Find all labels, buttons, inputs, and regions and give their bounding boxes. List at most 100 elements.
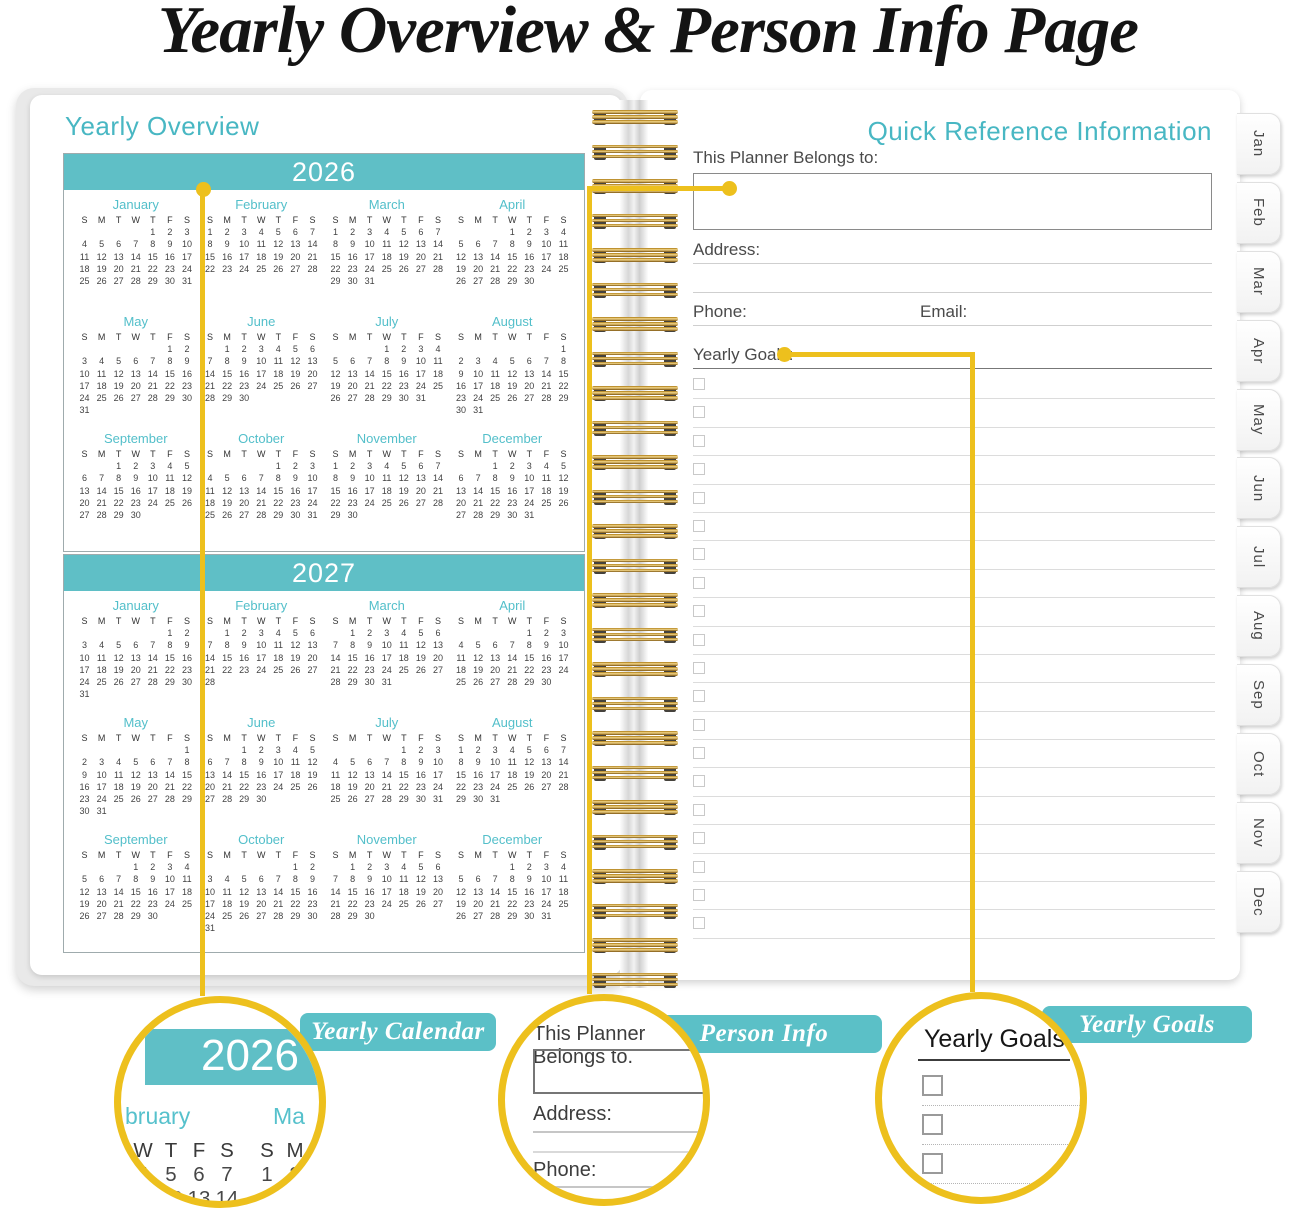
- goal-checkbox[interactable]: [693, 747, 705, 760]
- day-cell: 10: [490, 757, 501, 768]
- day-cell: 31: [415, 393, 426, 404]
- day-cell: 23: [524, 263, 535, 274]
- goal-checkbox[interactable]: [693, 775, 705, 788]
- tab-jul[interactable]: Jul: [1237, 526, 1281, 589]
- month-june-2026: June S M T W T F S 1 2 3 4 5 6 7 8 9 10 11 12 13 14 15 16 17 18 19…: [202, 311, 322, 428]
- goal-checkbox[interactable]: [693, 548, 705, 561]
- day-cell: 17: [541, 251, 552, 262]
- coil-wire: [592, 179, 678, 183]
- tab-oct[interactable]: Oct: [1237, 733, 1281, 796]
- day-header: M: [348, 850, 357, 860]
- goal-checkbox[interactable]: [693, 463, 705, 476]
- day-cell: 13: [347, 368, 358, 379]
- day-cell: 17: [381, 886, 392, 897]
- day-cell: 25: [164, 497, 175, 508]
- tab-dec[interactable]: Dec: [1237, 870, 1281, 933]
- month-grid: S M T W T F S 1 2 3 4 5 6 7 8 9 10 11 12 13 14 15 16 17 18 19 20 21…: [327, 214, 447, 287]
- goal-checkbox[interactable]: [693, 378, 705, 390]
- day-cell: 31: [473, 405, 484, 416]
- day-cell: 3: [435, 745, 441, 756]
- spiral-coil: [592, 903, 678, 920]
- goal-checkbox[interactable]: [693, 633, 705, 646]
- tab-may[interactable]: May: [1237, 388, 1281, 451]
- day-cell: 27: [147, 794, 158, 805]
- day-header: S: [560, 616, 567, 626]
- month-name: March: [368, 197, 405, 212]
- goal-checkbox[interactable]: [693, 406, 705, 419]
- month-grid: S M T W T F S 1 2 3 4 5 6 7 8 9 10 11 12 13 14 15 16 17 18 19 20 21…: [327, 732, 447, 805]
- day-cell: 19: [79, 898, 90, 909]
- day-cell: 10: [415, 356, 426, 367]
- coil-wire: [592, 524, 678, 528]
- zoom-cal-cell: S: [260, 1139, 274, 1162]
- tab-nov[interactable]: Nov: [1237, 801, 1281, 864]
- goal-checkbox[interactable]: [693, 434, 705, 447]
- month-july-2027: July S M T W T F S 1 2 3 4 5 6 7 8 9 10 11 12 13 14 15 16 17 18 19…: [327, 712, 447, 829]
- day-header: F: [292, 449, 299, 459]
- day-cell: 1: [184, 745, 190, 756]
- spiral-coil: [592, 869, 678, 885]
- day-cell: 6: [543, 745, 549, 756]
- day-cell: 27: [96, 911, 107, 922]
- tab-aug[interactable]: Aug: [1237, 595, 1281, 658]
- day-cell: 2: [150, 862, 156, 873]
- goal-checkbox[interactable]: [693, 491, 705, 504]
- day-blank: [76, 226, 93, 238]
- goal-checkbox[interactable]: [693, 832, 705, 845]
- goal-checkbox[interactable]: [693, 661, 705, 674]
- coil-wire: [592, 839, 678, 844]
- coil-wire: [592, 736, 678, 740]
- day-cell: 19: [456, 263, 467, 274]
- day-header: W: [382, 616, 391, 626]
- day-header: W: [507, 215, 517, 225]
- day-cell: 17: [181, 251, 192, 262]
- goal-checkbox[interactable]: [693, 860, 705, 873]
- zoom-goal-checkbox[interactable]: [922, 1153, 943, 1174]
- goal-checkbox[interactable]: [693, 803, 705, 816]
- zoom-goal-checkbox[interactable]: [922, 1114, 943, 1135]
- day-cell: 1: [224, 344, 230, 355]
- day-cell: 7: [150, 640, 156, 651]
- goal-checkbox[interactable]: [693, 690, 705, 703]
- day-cell: 10: [147, 473, 158, 484]
- day-cell: 14: [96, 485, 107, 496]
- day-header: F: [167, 616, 173, 626]
- day-cell: 14: [364, 368, 375, 379]
- day-cell: 12: [290, 640, 301, 651]
- day-cell: 19: [96, 263, 107, 274]
- yearly-goals-label: Yearly Goals:: [693, 345, 794, 364]
- goal-checklist: [693, 371, 1215, 939]
- tab-jun[interactable]: Jun: [1237, 457, 1281, 520]
- day-blank: [253, 861, 270, 873]
- belongs-to-input-box[interactable]: [693, 173, 1212, 230]
- zoom-goal-checkbox[interactable]: [922, 1075, 943, 1096]
- day-cell: 1: [133, 862, 139, 873]
- day-cell: 20: [415, 485, 426, 496]
- day-blank: [76, 627, 93, 639]
- day-header: F: [418, 850, 424, 860]
- goal-checkbox[interactable]: [693, 917, 705, 930]
- tab-apr[interactable]: Apr: [1237, 319, 1281, 382]
- goal-checkbox[interactable]: [693, 718, 705, 731]
- goal-checkbox[interactable]: [693, 576, 705, 589]
- goal-checkbox[interactable]: [693, 889, 705, 902]
- day-header: M: [223, 332, 231, 342]
- goal-checkbox[interactable]: [693, 605, 705, 618]
- day-cell: 9: [458, 368, 464, 379]
- tab-feb[interactable]: Feb: [1237, 181, 1281, 244]
- tab-mar[interactable]: Mar: [1237, 250, 1281, 313]
- tab-jan[interactable]: Jan: [1237, 113, 1281, 175]
- day-cell: 5: [333, 356, 339, 367]
- coil-wire: [592, 287, 678, 292]
- callout-line-goals-v: [970, 352, 975, 992]
- day-cell: 20: [205, 781, 216, 792]
- day-cell: 1: [207, 227, 213, 238]
- day-cell: 15: [113, 485, 124, 496]
- tab-sep[interactable]: Sep: [1237, 664, 1281, 727]
- day-header: S: [183, 215, 190, 225]
- day-cell: 11: [456, 652, 466, 663]
- zoom-cal-cell: 12: [159, 1187, 183, 1208]
- goal-checkbox[interactable]: [693, 519, 705, 532]
- day-cell: 14: [256, 485, 267, 496]
- tab-label: Jun: [1250, 474, 1267, 503]
